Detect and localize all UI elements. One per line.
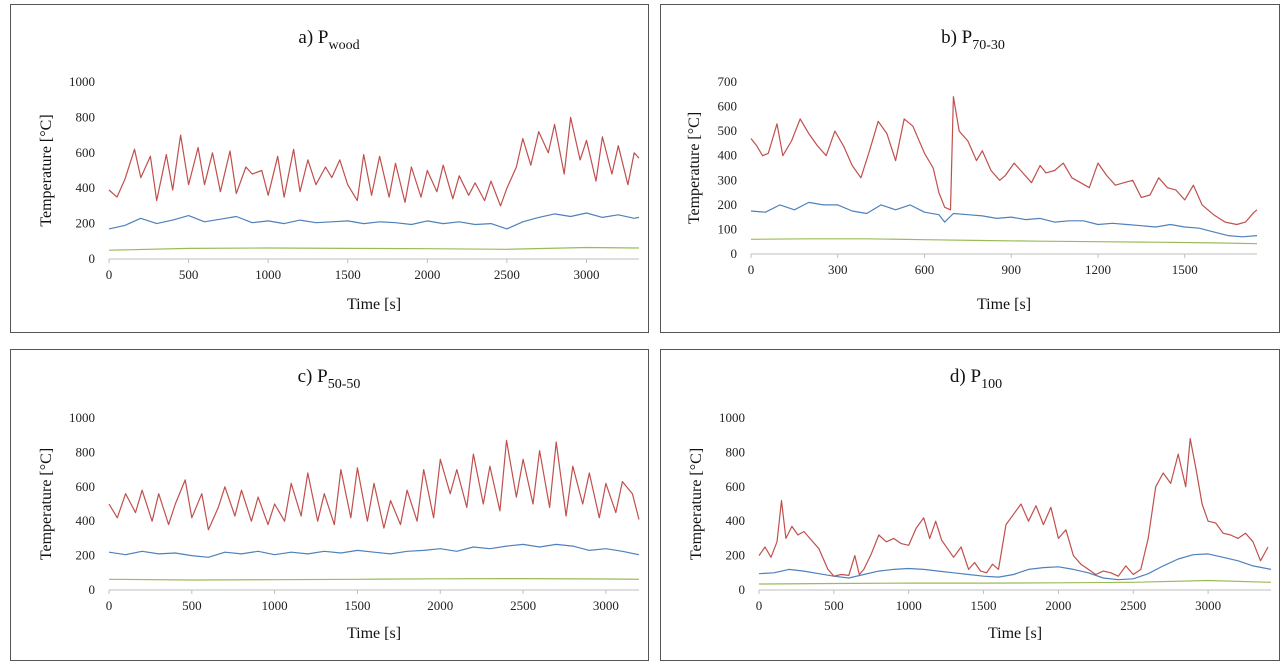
chart-c-xlabel: Time [s] — [347, 625, 401, 642]
chart-b-ylabel: Temperature [°C] — [686, 112, 703, 224]
chart-c-xtick-label: 3000 — [593, 598, 619, 613]
chart-a-ytick-label: 800 — [76, 109, 96, 124]
chart-d-series-line-2 — [758, 553, 1272, 581]
chart-d-ytick-label: 200 — [726, 548, 746, 563]
chart-c-title-main: c) P — [298, 366, 328, 387]
chart-c-ytick-label: 1000 — [69, 410, 95, 425]
chart-c-series-line-1 — [108, 439, 640, 531]
chart-b-ytick-label: 200 — [718, 197, 738, 212]
chart-b-xtick-label: 0 — [748, 262, 755, 277]
chart-a-series-line-3 — [108, 246, 640, 251]
chart-d-xtick-label: 1000 — [896, 598, 922, 613]
chart-c-series-line-2 — [108, 543, 640, 558]
chart-b-xtick-label: 1500 — [1172, 262, 1198, 277]
chart-a-ylabel: Temperature [°C] — [38, 114, 55, 226]
chart-a-xtick-label: 2000 — [414, 267, 440, 282]
chart-d-ytick-label: 800 — [726, 444, 746, 459]
chart-d-ytick-label: 0 — [739, 582, 746, 597]
chart-b: b) P70-30 0 100 200 300 400 500 600 700 0 300 600 90… — [686, 27, 1258, 313]
chart-a-xtick-label: 1500 — [335, 267, 361, 282]
chart-d-ytick-label: 600 — [726, 479, 746, 494]
chart-a-xtick-label: 1000 — [255, 267, 281, 282]
chart-b-series-line-2 — [750, 201, 1258, 238]
chart-b-ytick-label: 0 — [731, 246, 738, 261]
chart-c-ytick-label: 800 — [76, 444, 96, 459]
chart-panel-c: c) P50-50 0 200 400 600 800 1000 0 500 1000 1500 20… — [10, 349, 649, 661]
chart-d-series-line-1 — [758, 437, 1269, 577]
chart-panel-a: a) Pwood 0 200 400 600 800 1000 0 500 1000 1500 200… — [10, 4, 649, 333]
chart-a-xtick-label: 500 — [179, 267, 199, 282]
chart-a-ytick-label: 1000 — [69, 74, 95, 89]
chart-c-title-sub: 50-50 — [328, 377, 361, 392]
chart-d-xtick-label: 500 — [824, 598, 844, 613]
chart-c-ytick-label: 600 — [76, 479, 96, 494]
chart-d-xtick-label: 1500 — [971, 598, 997, 613]
chart-c-xtick-label: 0 — [106, 598, 113, 613]
chart-c-ytick-label: 200 — [76, 548, 96, 563]
chart-c: c) P50-50 0 200 400 600 800 1000 0 500 1000 1500 20… — [38, 366, 640, 642]
chart-d-xtick-label: 2500 — [1120, 598, 1146, 613]
chart-b-title: b) P70-30 — [941, 27, 1005, 53]
chart-b-title-sub: 70-30 — [972, 38, 1005, 53]
chart-a-xlabel: Time [s] — [347, 296, 401, 313]
chart-a-ytick-label: 400 — [76, 180, 96, 195]
chart-panel-d: d) P100 0 200 400 600 800 1000 0 500 1000 1500 2000… — [660, 349, 1280, 661]
chart-d-xtick-label: 3000 — [1195, 598, 1221, 613]
chart-b-title-main: b) P — [941, 27, 972, 48]
chart-d-xlabel: Time [s] — [988, 625, 1042, 642]
chart-d-ylabel: Temperature [°C] — [688, 448, 705, 560]
chart-panel-b: b) P70-30 0 100 200 300 400 500 600 700 0 300 600 90… — [660, 4, 1280, 333]
chart-b-xtick-label: 600 — [915, 262, 935, 277]
chart-c-xtick-label: 2500 — [510, 598, 536, 613]
chart-b-series-line-1 — [750, 96, 1258, 226]
chart-b-ytick-label: 100 — [718, 221, 738, 236]
chart-d-ytick-label: 1000 — [719, 410, 745, 425]
chart-c-xtick-label: 1000 — [262, 598, 288, 613]
chart-a-title-main: a) P — [298, 27, 328, 48]
chart-b-ytick-label: 500 — [718, 123, 738, 138]
chart-d-title-sub: 100 — [981, 377, 1002, 392]
chart-a-title: a) Pwood — [298, 27, 359, 53]
chart-b-xtick-label: 1200 — [1085, 262, 1111, 277]
chart-c-xtick-label: 2000 — [427, 598, 453, 613]
chart-a-xtick-label: 3000 — [573, 267, 599, 282]
chart-a: a) Pwood 0 200 400 600 800 1000 0 500 1000 1500 200… — [38, 27, 640, 313]
chart-b-series-line-3 — [750, 238, 1258, 245]
chart-d-title: d) P100 — [950, 366, 1002, 392]
chart-c-ylabel: Temperature [°C] — [38, 448, 55, 560]
chart-b-ytick-label: 400 — [718, 148, 738, 163]
chart-c-ytick-label: 400 — [76, 513, 96, 528]
chart-c-ytick-label: 0 — [89, 582, 96, 597]
chart-b-xlabel: Time [s] — [977, 296, 1031, 313]
chart-a-title-sub: wood — [328, 38, 359, 53]
chart-c-xtick-label: 500 — [182, 598, 202, 613]
chart-c-title: c) P50-50 — [298, 366, 361, 392]
chart-d-series-line-3 — [758, 579, 1272, 585]
chart-d-xtick-label: 0 — [756, 598, 763, 613]
chart-c-series-line-3 — [108, 578, 640, 581]
chart-b-ytick-label: 300 — [718, 172, 738, 187]
chart-a-ytick-label: 600 — [76, 145, 96, 160]
chart-b-ytick-label: 700 — [718, 74, 738, 89]
chart-d-title-main: d) P — [950, 366, 981, 387]
chart-a-ytick-label: 0 — [89, 251, 96, 266]
chart-a-series-line-1 — [108, 116, 640, 207]
chart-b-xtick-label: 900 — [1001, 262, 1021, 277]
chart-c-xtick-label: 1500 — [344, 598, 370, 613]
chart-d-ytick-label: 400 — [726, 513, 746, 528]
chart-d-xtick-label: 2000 — [1045, 598, 1071, 613]
chart-a-xtick-label: 0 — [106, 267, 113, 282]
chart-a-ytick-label: 200 — [76, 216, 96, 231]
chart-a-xtick-label: 2500 — [494, 267, 520, 282]
chart-b-xtick-label: 300 — [828, 262, 848, 277]
chart-a-series-line-2 — [108, 212, 640, 230]
chart-b-ytick-label: 600 — [718, 99, 738, 114]
